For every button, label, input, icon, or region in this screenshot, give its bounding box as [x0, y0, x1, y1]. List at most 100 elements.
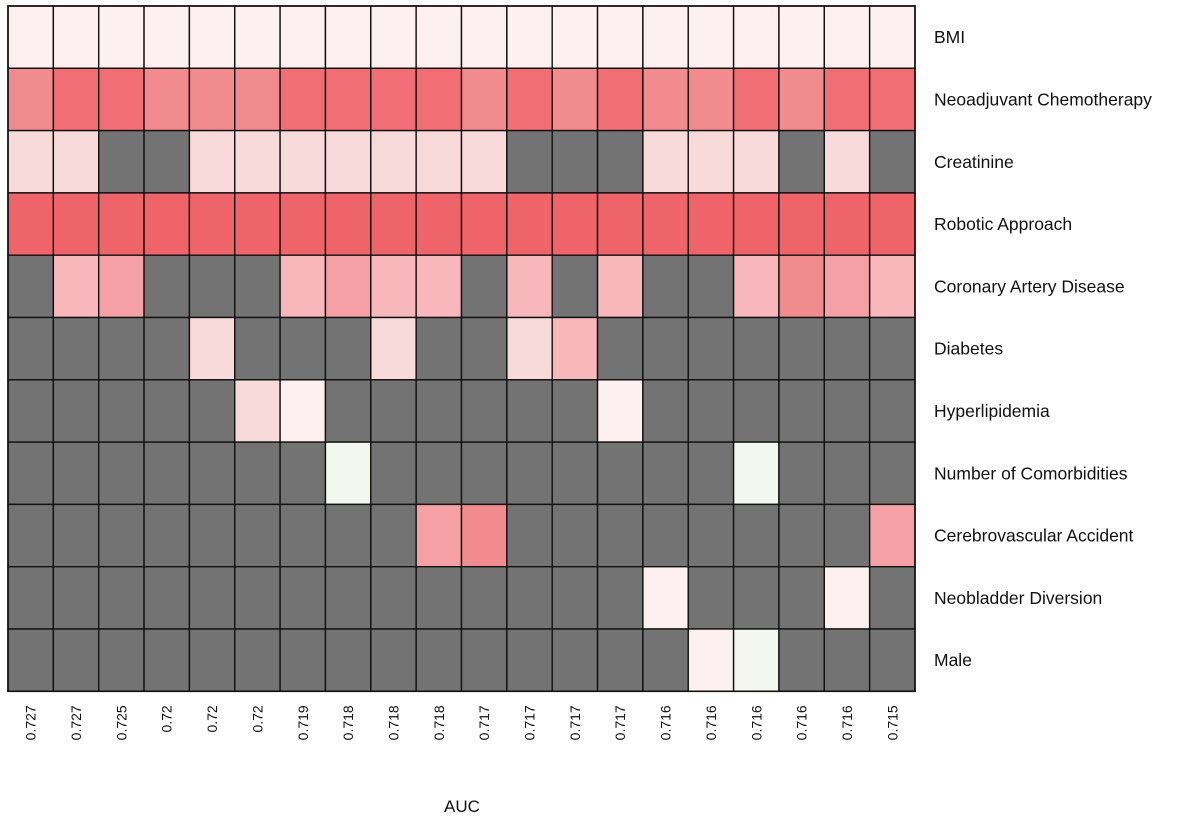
heatmap-cell [188, 254, 236, 319]
heatmap-cell [143, 129, 191, 194]
heatmap-cell [415, 628, 463, 692]
heatmap-cell [687, 316, 735, 381]
heatmap-cell [596, 129, 644, 194]
heatmap-cell [642, 67, 689, 132]
heatmap-cell [868, 129, 916, 194]
heatmap-cell [52, 5, 100, 69]
heatmap-cell [279, 566, 327, 630]
heatmap-cell [143, 316, 191, 381]
heatmap-cell [506, 316, 553, 381]
row-label: Robotic Approach [934, 214, 1072, 234]
heatmap-cell [778, 566, 826, 630]
heatmap-cell [778, 316, 826, 381]
heatmap-cell [234, 566, 281, 630]
heatmap-cell [460, 503, 508, 568]
heatmap-cell [234, 129, 281, 194]
heatmap-cell [778, 5, 826, 69]
heatmap-cell [823, 628, 871, 692]
heatmap-cell [52, 192, 100, 256]
heatmap-cell [506, 254, 553, 319]
heatmap-cell [687, 441, 735, 506]
heatmap-cell [732, 441, 780, 506]
heatmap-cell [551, 5, 599, 69]
heatmap-cell [324, 5, 372, 69]
column-tick-label: 0.716 [658, 705, 674, 740]
row-label: Diabetes [934, 339, 1003, 359]
heatmap-cell [143, 192, 191, 256]
heatmap-cell [324, 566, 372, 630]
heatmap-cell [596, 566, 644, 630]
heatmap-cell [7, 5, 55, 69]
heatmap-cell [324, 379, 372, 443]
heatmap-cell [415, 254, 463, 319]
heatmap-cell [279, 254, 327, 319]
heatmap-cell [642, 254, 689, 319]
column-tick-label: 0.717 [476, 705, 492, 740]
heatmap-cell [7, 503, 55, 568]
row-label: Coronary Artery Disease [934, 276, 1125, 296]
heatmap-cell [279, 503, 327, 568]
heatmap-cell [551, 192, 599, 256]
heatmap-cell [823, 441, 871, 506]
heatmap-cell [234, 316, 281, 381]
heatmap-cell [415, 192, 463, 256]
heatmap-cell [324, 316, 372, 381]
heatmap-cell [778, 628, 826, 692]
heatmap-cell [551, 441, 599, 506]
heatmap-cell [370, 566, 417, 630]
heatmap-cell [868, 566, 916, 630]
heatmap-cell [143, 566, 191, 630]
heatmap-cell [642, 503, 689, 568]
heatmap-cell [687, 129, 735, 194]
row-labels: BMI Neoadjuvant Chemotherapy Creatinine Rob… [934, 27, 1152, 670]
heatmap-cell [778, 192, 826, 256]
heatmap-cell [234, 379, 281, 443]
column-labels: 0.727 0.727 0.725 0.72 0.72 0.72 0.719 0.718 0.7… [23, 705, 901, 740]
heatmap-cell [188, 503, 236, 568]
heatmap-cell [370, 316, 417, 381]
heatmap-cell [370, 5, 417, 69]
heatmap-cell [52, 129, 100, 194]
heatmap-cell [415, 441, 463, 506]
heatmap-cell [97, 441, 145, 506]
heatmap-cell [279, 316, 327, 381]
heatmap-cell [596, 192, 644, 256]
heatmap-cell [732, 67, 780, 132]
heatmap-cell [506, 441, 553, 506]
heatmap-cell [551, 67, 599, 132]
heatmap-cell [370, 441, 417, 506]
column-tick-label: 0.717 [612, 705, 628, 740]
column-tick-label: 0.718 [340, 705, 356, 740]
heatmap-cell [551, 628, 599, 692]
heatmap-cell [188, 192, 236, 256]
heatmap-cell [52, 628, 100, 692]
heatmap-cell [506, 192, 553, 256]
heatmap-cell [687, 379, 735, 443]
heatmap-cell [778, 441, 826, 506]
heatmap-cell [370, 628, 417, 692]
heatmap-border [7, 5, 916, 693]
heatmap-cell [234, 192, 281, 256]
heatmap-cell [823, 254, 871, 319]
heatmap-cell [188, 316, 236, 381]
heatmap-cell [52, 441, 100, 506]
heatmap-cell [52, 503, 100, 568]
row-label: BMI [934, 27, 965, 47]
heatmap-cell [324, 254, 372, 319]
heatmap-cell [370, 129, 417, 194]
column-tick-label: 0.717 [567, 705, 583, 740]
heatmap-cell [596, 67, 644, 132]
heatmap-cell [687, 566, 735, 630]
column-tick-label: 0.718 [431, 705, 447, 740]
heatmap-cell [868, 379, 916, 443]
heatmap-cell [732, 5, 780, 69]
column-tick-label: 0.725 [113, 705, 129, 740]
heatmap-cell [732, 379, 780, 443]
heatmap-cell [460, 379, 508, 443]
heatmap-cell [596, 316, 644, 381]
heatmap-cell [506, 67, 553, 132]
heatmap-cell [551, 129, 599, 194]
heatmap-cell [234, 5, 281, 69]
heatmap-cell [823, 192, 871, 256]
heatmap-cell [97, 192, 145, 256]
